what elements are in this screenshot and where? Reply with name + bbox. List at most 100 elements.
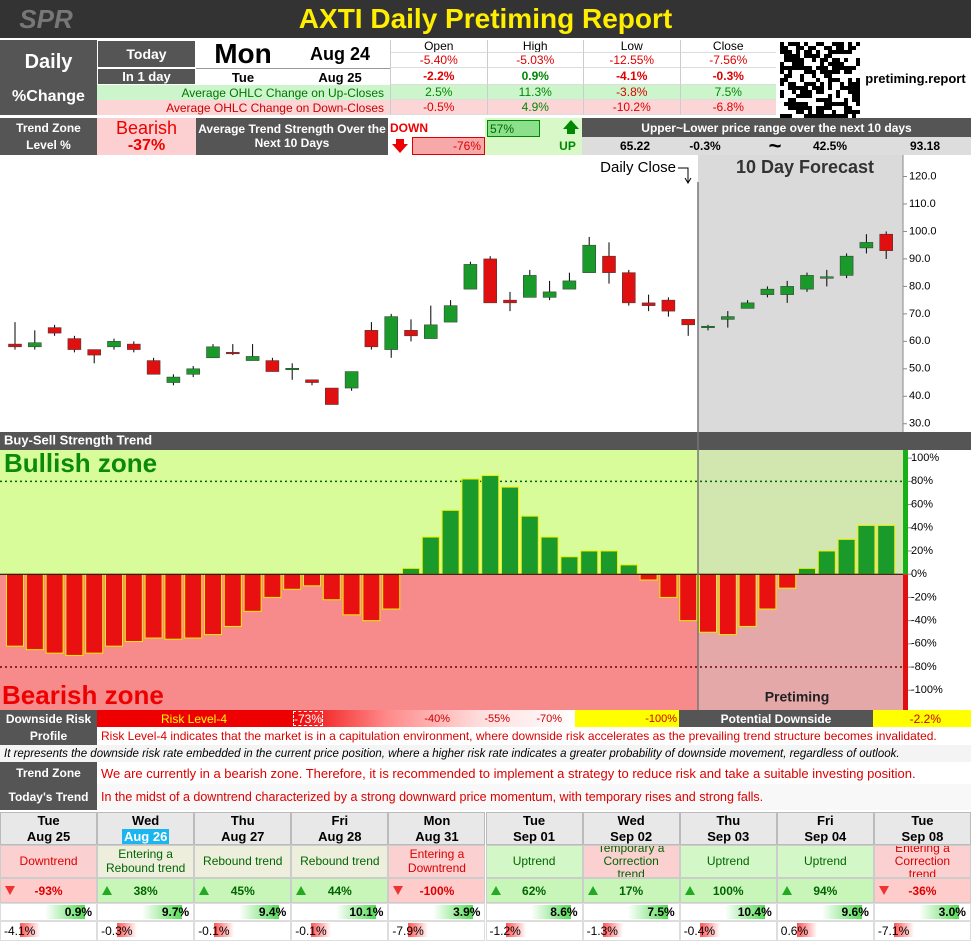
down-value: -0.4% — [679, 921, 777, 941]
date: Aug 28 — [318, 829, 362, 844]
strength: -93% — [0, 878, 98, 903]
up-bar — [336, 905, 377, 919]
down-value: -1.2% — [485, 921, 583, 941]
logo: SPR — [19, 3, 73, 34]
cell: 4.9% — [486, 100, 583, 115]
date: Sep 03 — [707, 829, 750, 844]
up-value: 8.6% — [485, 903, 583, 921]
candle-body — [740, 302, 755, 309]
bar — [362, 573, 381, 622]
candle-body — [641, 302, 656, 306]
day-cell — [388, 812, 486, 845]
strength: 45% — [194, 878, 292, 903]
bar — [481, 475, 500, 575]
cell: -6.8% — [679, 100, 776, 115]
down-value: -1.3% — [582, 921, 680, 941]
candle-body — [542, 291, 557, 298]
bar — [164, 573, 183, 640]
candle-body — [681, 319, 695, 326]
bar — [679, 573, 698, 622]
trend-label: Downtrend — [0, 845, 98, 878]
y-tick-label: 50.0 — [909, 363, 930, 375]
risk-value: -73% — [293, 711, 323, 726]
up-bar — [239, 905, 280, 919]
down: DOWN — [390, 121, 428, 135]
label: Today's Trend — [0, 784, 97, 810]
date: Aug 31 — [415, 829, 459, 844]
axis-strip — [903, 574, 908, 710]
day: Mon — [214, 40, 272, 68]
bull-zone — [0, 450, 903, 575]
y-tick-label: 40% — [911, 522, 933, 534]
range-value: 93.18 — [909, 139, 941, 153]
bar — [322, 573, 341, 601]
y-tick-label: 30.0 — [909, 418, 930, 430]
cell: 0.9% — [486, 68, 583, 85]
candle-body — [859, 242, 874, 249]
candle-body — [780, 286, 794, 295]
trend-label: Uptrend — [485, 845, 583, 878]
down-bar — [505, 923, 526, 937]
up-bar — [45, 905, 85, 919]
candle-body — [443, 305, 458, 323]
candle-body — [127, 343, 141, 350]
up-bar — [530, 905, 571, 919]
down-bar — [20, 923, 40, 937]
bar — [144, 573, 163, 639]
y-tick-label: 80% — [911, 475, 933, 487]
strength: 44% — [291, 878, 389, 903]
day: Tue — [522, 813, 546, 828]
cell: 7.5% — [679, 85, 776, 100]
candle-body — [701, 325, 715, 328]
bar — [263, 573, 282, 598]
candle-body — [305, 379, 319, 383]
day: Thu — [230, 813, 255, 828]
up-value: 3.9% — [388, 903, 486, 921]
today-text: In the midst of a downtrend characterize… — [97, 784, 971, 810]
trend-label: Entering a Downtrend — [388, 845, 486, 878]
candle-body — [839, 255, 854, 276]
arrow — [395, 138, 407, 152]
date: Aug 24 — [309, 43, 370, 64]
column-header: High — [486, 40, 583, 53]
up-bar — [724, 905, 765, 919]
bar — [560, 556, 579, 575]
y-tick-label: 100.0 — [909, 225, 937, 237]
y-tick-label: 40.0 — [909, 390, 930, 402]
annotation: 10 Day Forecast — [736, 157, 874, 177]
candle-body — [523, 275, 537, 298]
down-value: -7.9% — [388, 921, 486, 941]
bar — [619, 564, 638, 575]
strength: -100% — [388, 878, 486, 903]
y-tick-label: 80.0 — [909, 280, 930, 292]
cell: -5.03% — [486, 53, 583, 68]
up-bar — [918, 905, 959, 919]
y-tick-label: -60% — [911, 638, 937, 650]
potential: -2.2% — [873, 710, 971, 727]
date: Sep 04 — [804, 829, 847, 844]
candle-body — [760, 288, 775, 295]
y-tick-label: 90.0 — [909, 253, 930, 265]
bar — [283, 573, 302, 590]
bar — [105, 573, 123, 647]
date: Aug 25 — [290, 68, 390, 85]
date: Aug 27 — [221, 829, 265, 844]
y-tick-label: -100% — [911, 684, 943, 696]
bar — [600, 550, 618, 575]
cell: -10.2% — [583, 100, 680, 115]
cell: -12.55% — [583, 53, 680, 68]
cell: -3.8% — [583, 85, 680, 100]
trend-label: Uptrend — [679, 845, 777, 878]
bar — [798, 567, 816, 575]
bar — [25, 573, 44, 651]
candle-body — [226, 352, 240, 355]
label: Trend Zone — [0, 762, 97, 784]
up-bar — [142, 905, 183, 919]
y-tick-label: 60.0 — [909, 335, 930, 347]
qr-code — [778, 40, 860, 118]
day-cell — [291, 812, 389, 845]
range-row — [582, 137, 971, 155]
day-cell — [0, 812, 98, 845]
trend-label: Entering a Rebound trend — [97, 845, 195, 878]
